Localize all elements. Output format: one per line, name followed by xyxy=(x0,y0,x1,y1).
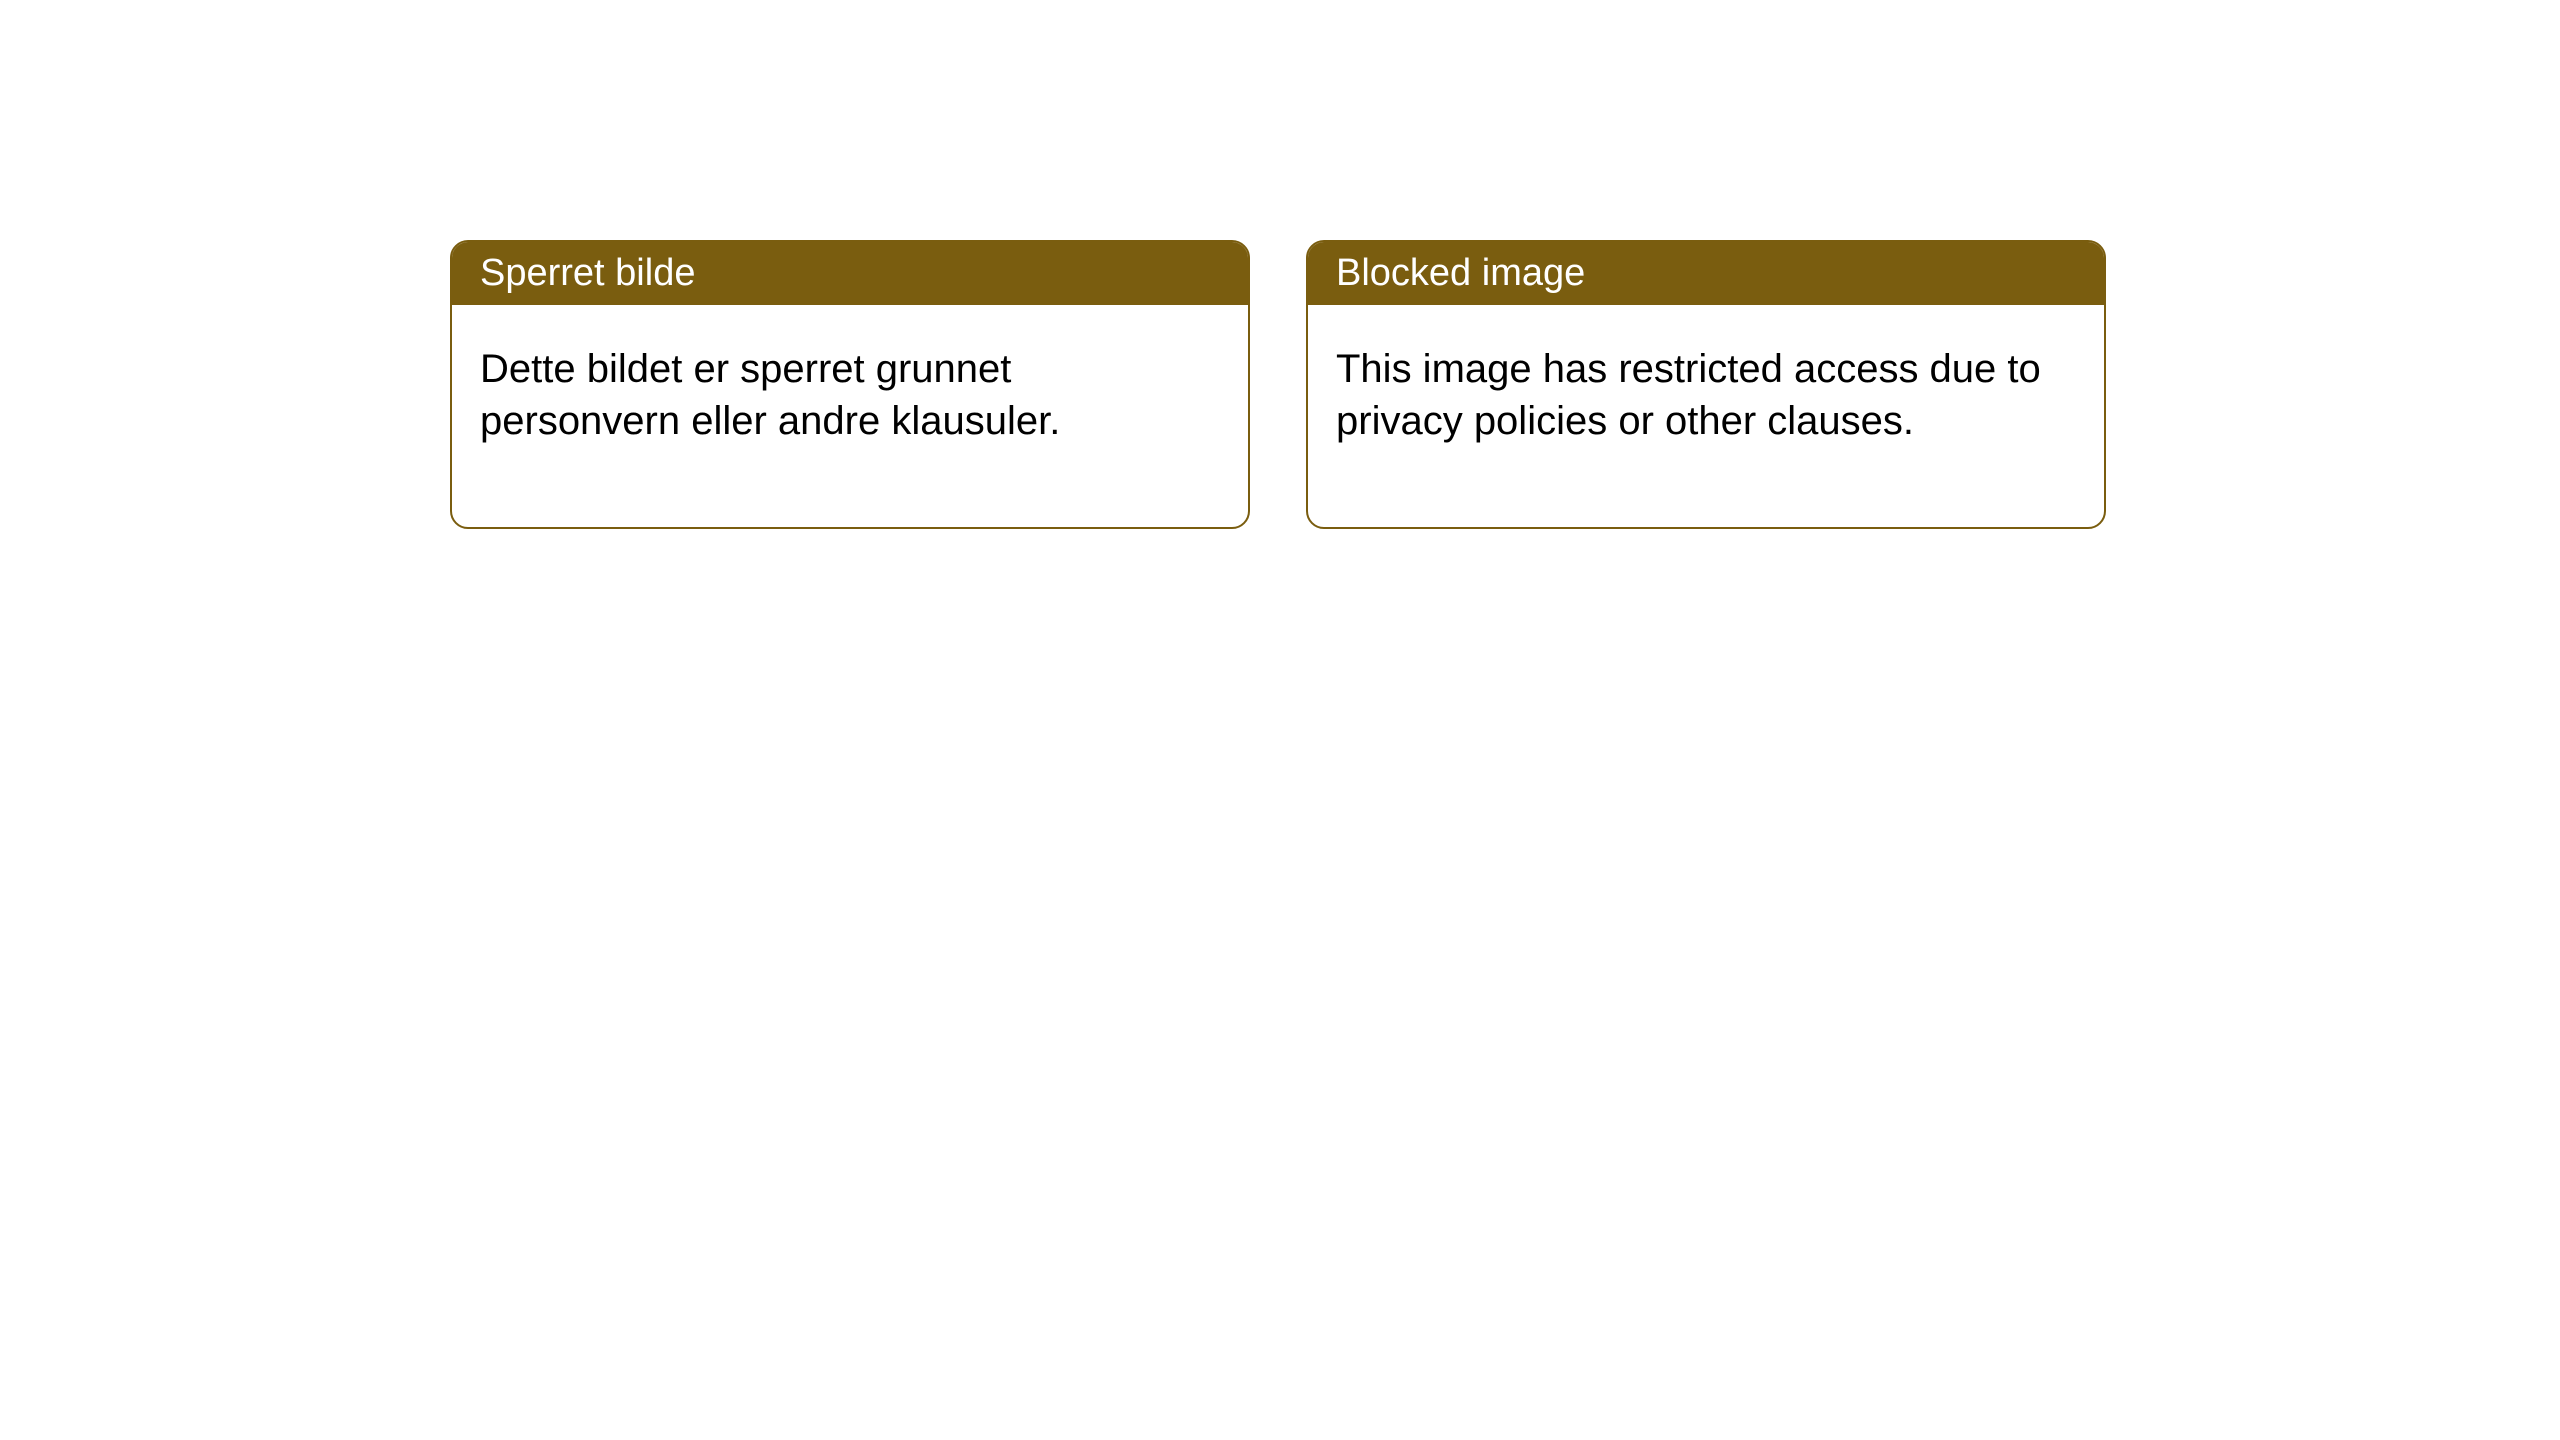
card-title: Blocked image xyxy=(1336,252,1585,294)
card-header: Blocked image xyxy=(1308,242,2104,305)
notice-cards-container: Sperret bilde Dette bildet er sperret gr… xyxy=(0,0,2560,529)
card-title: Sperret bilde xyxy=(480,252,695,294)
card-body-text: Dette bildet er sperret grunnet personve… xyxy=(480,347,1060,443)
card-body: This image has restricted access due to … xyxy=(1308,305,2104,527)
blocked-image-card-no: Sperret bilde Dette bildet er sperret gr… xyxy=(450,240,1250,529)
card-header: Sperret bilde xyxy=(452,242,1248,305)
blocked-image-card-en: Blocked image This image has restricted … xyxy=(1306,240,2106,529)
card-body: Dette bildet er sperret grunnet personve… xyxy=(452,305,1248,527)
card-body-text: This image has restricted access due to … xyxy=(1336,347,2041,443)
